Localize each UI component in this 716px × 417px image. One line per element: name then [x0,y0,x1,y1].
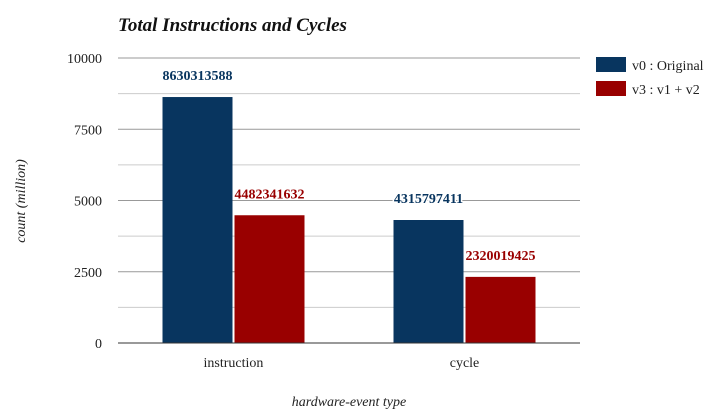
bar-cycle-series-1 [393,219,464,343]
x-tick-label: instruction [204,356,264,371]
legend-swatch [596,81,626,96]
legend-label: v3 : v1 + v2 [632,83,700,98]
chart-title: Total Instructions and Cycles [118,15,347,36]
data-label: 4315797411 [394,192,463,207]
y-tick-label: 10000 [67,52,102,67]
legend-swatch [596,57,626,72]
data-label: 2320019425 [466,249,536,264]
y-tick-label: 0 [95,337,102,352]
data-labels: 8630313588 4482341632 4315797411 2320019425 [161,68,537,266]
bar-cycle-series-2 [465,276,536,343]
data-label: 4482341632 [235,187,305,202]
y-axis-title: count (million) [14,159,29,243]
axes: 0 2500 5000 7500 10000 instruction cycle [67,52,580,371]
y-tick-label: 5000 [74,195,102,210]
bar-instruction-series-2 [234,215,305,343]
x-axis-title: hardware-event type [292,395,406,410]
bar-instruction-series-1 [162,97,233,343]
legend-label: v0 : Original [632,59,704,74]
y-tick-label: 2500 [74,266,102,281]
y-tick-label: 7500 [74,123,102,138]
x-tick-label: cycle [450,356,480,371]
legend: v0 : Original v3 : v1 + v2 [596,57,704,98]
data-label: 8630313588 [163,69,233,84]
bars [162,97,536,343]
